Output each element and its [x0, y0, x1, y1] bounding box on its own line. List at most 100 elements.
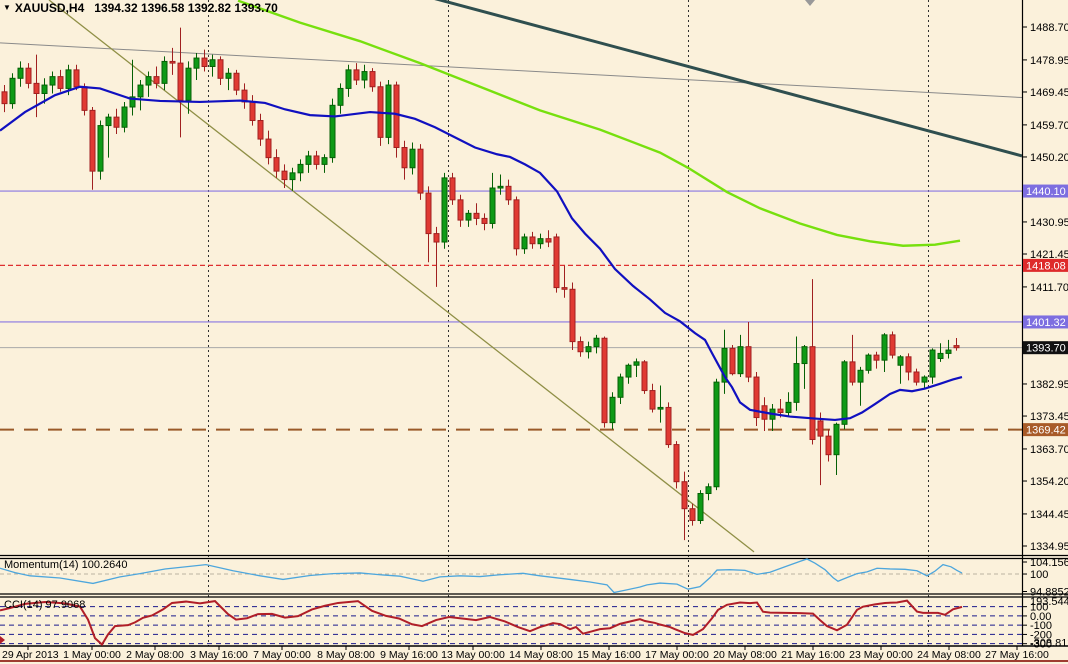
trendline[interactable]: [430, 0, 1023, 158]
symbol-dropdown-arrow-icon[interactable]: ▼: [3, 3, 11, 12]
candle: [185, 67, 192, 101]
candle: [273, 157, 280, 172]
candle: [657, 406, 664, 410]
price-level-box: [1023, 423, 1068, 437]
candle: [121, 106, 128, 128]
price-axis: 1488.70 1478.95 1469.45 1459.70 1450.20 1440.…: [1022, 22, 1068, 553]
candle: [97, 125, 104, 172]
candles: [1, 27, 960, 541]
candle: [177, 62, 184, 101]
price-tick-label: 1459.70: [1030, 120, 1068, 132]
candle: [913, 371, 920, 383]
time-label: 9 May 16:00: [380, 649, 438, 661]
candle: [25, 67, 32, 84]
time-label: 17 May 00:00: [645, 649, 709, 661]
candle: [137, 84, 144, 98]
candle: [577, 341, 584, 353]
price-level-box: [1023, 315, 1068, 329]
candle: [153, 76, 160, 84]
ohlc-values: 1394.32 1396.58 1392.82 1393.70: [94, 1, 278, 15]
candle: [33, 82, 40, 94]
candle: [937, 352, 944, 359]
candle: [697, 493, 704, 522]
slow-ma-line: [237, 0, 961, 247]
candle: [401, 147, 408, 169]
candle: [825, 435, 832, 456]
cci-indicator-label: CCI(14) 97.9068: [4, 599, 86, 611]
candle: [409, 148, 416, 169]
candle: [345, 69, 352, 89]
candle: [817, 420, 824, 437]
cci-grid-label: -100: [1030, 620, 1052, 632]
candle: [681, 481, 688, 510]
object-anchor-icon[interactable]: [805, 0, 815, 6]
price-tick-label: 1354.20: [1030, 476, 1068, 488]
cci-grid-label: -300: [1030, 639, 1052, 651]
candle: [297, 163, 304, 174]
candle: [569, 288, 576, 343]
cci-max-label: 193.5446: [1030, 596, 1068, 608]
candle: [865, 354, 872, 371]
time-label: 13 May 00:00: [441, 649, 505, 661]
price-tick-label: 1344.45: [1030, 509, 1068, 521]
candle: [905, 356, 912, 373]
price-tick-label: 1450.20: [1030, 152, 1068, 164]
price-level-box-label: 1440.10: [1026, 186, 1066, 198]
time-label: 7 May 00:00: [253, 649, 311, 661]
candle: [633, 361, 640, 366]
candle: [169, 60, 176, 64]
candle: [129, 96, 136, 108]
candle: [521, 236, 528, 250]
candle: [889, 334, 896, 356]
candle: [217, 59, 224, 79]
price-tick-label: 1334.95: [1030, 541, 1068, 553]
candle: [41, 84, 48, 94]
candle: [721, 347, 728, 383]
candle: [489, 187, 496, 224]
candle: [849, 361, 856, 383]
candle: [65, 69, 72, 89]
time-label: 3 May 16:00: [190, 649, 248, 661]
candle: [729, 347, 736, 375]
fast-ma-line: [0, 85, 963, 422]
candle: [689, 508, 696, 522]
trendline[interactable]: [48, 0, 755, 553]
candle: [465, 212, 472, 221]
candle: [369, 71, 376, 88]
candle: [785, 401, 792, 413]
candle: [9, 77, 16, 105]
candle: [897, 356, 904, 366]
cci-grid-label: 100: [1030, 602, 1048, 614]
candle: [801, 346, 808, 365]
candle: [417, 148, 424, 194]
trendline[interactable]: [0, 42, 1023, 99]
candle: [73, 69, 80, 88]
candle: [193, 57, 200, 69]
candle: [449, 177, 456, 201]
candle: [585, 346, 592, 353]
candle: [49, 76, 56, 86]
price-level-box: [1023, 184, 1068, 198]
candle: [441, 177, 448, 243]
candle: [305, 155, 312, 165]
candle: [209, 59, 216, 67]
candle: [265, 138, 272, 159]
price-level-box-label: 1369.42: [1026, 425, 1066, 437]
time-label: 27 May 16:00: [985, 649, 1049, 661]
time-label: 8 May 08:00: [317, 649, 375, 661]
price-tick-label: 1488.70: [1030, 22, 1068, 34]
candle: [753, 376, 760, 419]
cci-line: [0, 599, 963, 647]
candle: [113, 116, 120, 128]
momentum-tick-label: 100: [1030, 569, 1048, 581]
candle: [81, 86, 88, 111]
price-tick-label: 1411.70: [1030, 282, 1068, 294]
candle: [89, 109, 96, 172]
candle: [17, 67, 24, 79]
price-tick-label: 1478.95: [1030, 55, 1068, 67]
symbol-timeframe: XAUUSD,H4: [14, 1, 85, 15]
candle: [929, 349, 936, 378]
cci-grid-label: -200: [1030, 629, 1052, 641]
candle: [257, 120, 264, 140]
candle: [593, 337, 600, 348]
